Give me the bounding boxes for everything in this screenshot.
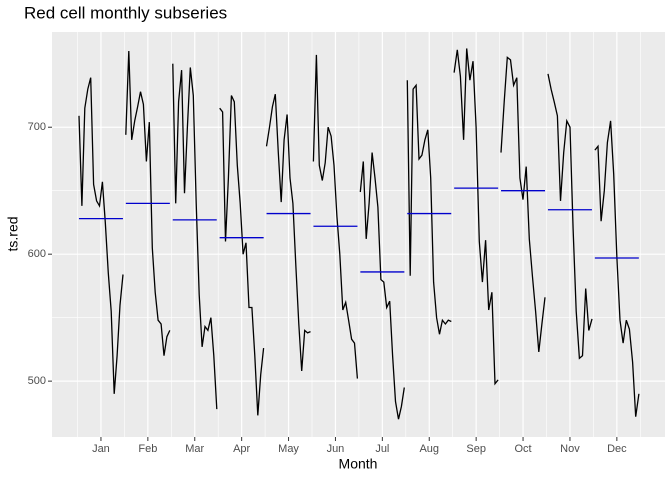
x-tick-label: May [278, 443, 299, 455]
y-tick-label: 600 [28, 248, 46, 260]
x-tick-label: Jan [92, 443, 110, 455]
subseries-line [547, 73, 593, 360]
y-tick-label: 700 [28, 121, 46, 133]
subseries-line [312, 54, 359, 379]
subseries-line [453, 48, 499, 386]
x-tick-label: Sep [466, 443, 486, 455]
subseries-line [78, 77, 124, 394]
chart-title: Red cell monthly subseries [24, 3, 227, 22]
subseries-line [500, 56, 546, 352]
subseries-line [359, 152, 405, 420]
x-tick-label: Apr [233, 443, 250, 455]
subseries-line [406, 80, 452, 335]
panel [52, 32, 665, 437]
x-tick-label: Feb [138, 443, 157, 455]
subseries-line [219, 95, 265, 416]
x-tick-label: Oct [514, 443, 531, 455]
subseries-line [172, 63, 218, 410]
marks [78, 48, 640, 420]
x-tick-label: Nov [560, 443, 580, 455]
y-tick-label: 500 [28, 375, 46, 387]
subseries-line [265, 94, 311, 372]
subseries-line [125, 50, 171, 356]
x-tick-label: Dec [607, 443, 627, 455]
x-tick-label: Aug [419, 443, 439, 455]
x-axis-label: Month [339, 456, 378, 472]
x-tick-label: Jun [327, 443, 345, 455]
x-tick-label: Jul [375, 443, 389, 455]
y-axis-label: ts.red [5, 216, 21, 251]
x-tick-label: Mar [185, 443, 204, 455]
